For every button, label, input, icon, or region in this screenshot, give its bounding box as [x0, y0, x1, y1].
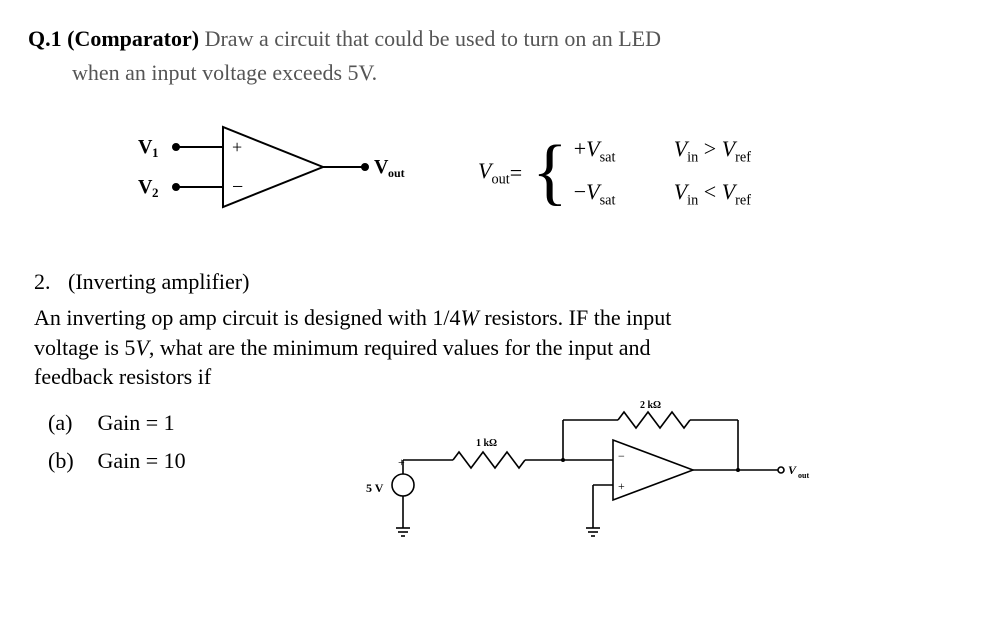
case-row-2: −Vsat Vin < Vref: [574, 177, 834, 211]
q2-options: (a) Gain = 1 (b) Gain = 10: [28, 400, 358, 483]
q2-title: (Inverting amplifier): [68, 267, 249, 297]
q1-title: (Comparator): [67, 26, 199, 51]
q2-block: 2. (Inverting amplifier) An inverting op…: [28, 267, 979, 550]
r2-label: 2 kΩ: [640, 400, 661, 411]
q1-number: Q.1: [28, 26, 62, 51]
case-row-1: +Vsat Vin > Vref: [574, 134, 834, 168]
svg-text:V: V: [138, 176, 153, 198]
svg-text:V: V: [788, 463, 797, 477]
eq-cases: +Vsat Vin > Vref −Vsat Vin < Vref: [574, 134, 834, 211]
r1-label: 1 kΩ: [476, 438, 497, 449]
svg-text:−: −: [618, 449, 625, 463]
svg-text:V: V: [138, 136, 153, 158]
svg-text:−: −: [232, 176, 243, 198]
q2-number: 2.: [34, 267, 68, 297]
inverting-amp-diagram: +: [358, 400, 979, 550]
brace-icon: {: [532, 144, 568, 200]
svg-text:+: +: [232, 137, 242, 157]
src-label: 5 V: [366, 481, 384, 495]
q1-prompt-a: Draw a circuit that could be used to tur…: [205, 26, 661, 51]
svg-text:2: 2: [152, 185, 159, 200]
opt-a: (a) Gain = 1: [48, 408, 358, 438]
svg-text:V: V: [374, 156, 389, 178]
svg-text:out: out: [798, 471, 809, 480]
eq-equals: =: [510, 158, 522, 188]
q1-equation: Vout = { +Vsat Vin > Vref −Vsat Vin < Vr…: [478, 134, 834, 211]
svg-text:+: +: [618, 479, 625, 493]
q1-header: Q.1 (Comparator) Draw a circuit that cou…: [28, 24, 979, 54]
svg-text:out: out: [388, 166, 405, 180]
comparator-diagram: + − V 1 V 2 V out: [108, 117, 408, 227]
q1-figure-row: + − V 1 V 2 V out Vout = { +Vsat Vin > V…: [28, 117, 979, 227]
q2-text: An inverting op amp circuit is designed …: [28, 303, 979, 392]
svg-text:1: 1: [152, 145, 159, 160]
opt-b: (b) Gain = 10: [48, 446, 358, 476]
eq-lhs: Vout: [478, 156, 510, 190]
q1-prompt-b: when an input voltage exceeds 5V.: [28, 58, 979, 88]
svg-text:+: +: [398, 455, 405, 469]
